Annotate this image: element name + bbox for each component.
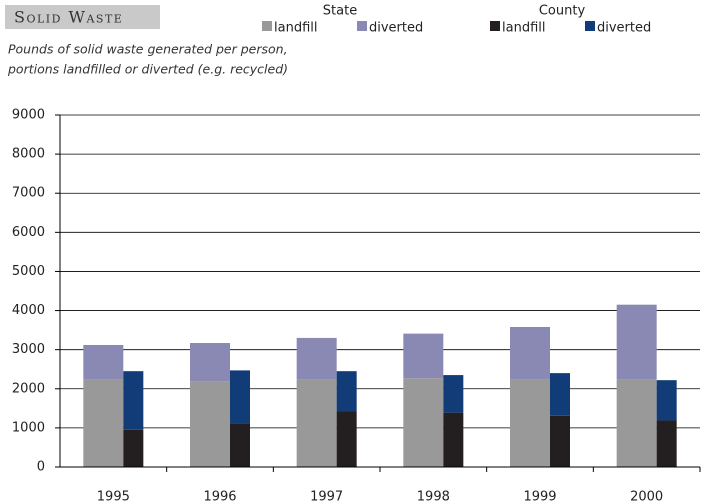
legend-swatch xyxy=(585,21,595,31)
legend-label: landfill xyxy=(502,21,545,36)
y-tick-label: 7000 xyxy=(12,186,45,201)
legend-group-title: State xyxy=(323,4,357,19)
bar-segment xyxy=(336,411,357,467)
bar-segment xyxy=(336,371,357,412)
subtitle: portions landfilled or diverted (e.g. re… xyxy=(7,62,288,77)
x-tick-label: 1998 xyxy=(417,490,450,504)
bar-segment xyxy=(296,379,337,467)
bar-segment xyxy=(230,370,250,424)
bar-segment xyxy=(123,371,144,430)
bar-segment xyxy=(230,423,250,467)
bar-segment xyxy=(190,381,230,467)
y-tick-label: 4000 xyxy=(12,303,45,318)
subtitle: Pounds of solid waste generated per pers… xyxy=(8,42,288,57)
bar-segment xyxy=(550,373,570,416)
bar-segment xyxy=(83,344,124,380)
chart-title: Solid Waste xyxy=(14,8,123,27)
x-tick-label: 1996 xyxy=(203,490,236,504)
legend-swatch xyxy=(357,21,367,31)
bar-segment xyxy=(656,380,677,421)
x-tick-label: 1999 xyxy=(523,490,556,504)
bar-segment xyxy=(443,412,464,467)
x-tick-label: 1995 xyxy=(97,490,130,504)
y-tick-label: 9000 xyxy=(12,108,45,123)
y-tick-label: 3000 xyxy=(12,342,45,357)
bar-segment xyxy=(510,379,550,467)
bar-segment xyxy=(403,378,444,467)
x-tick-label: 1997 xyxy=(310,490,343,504)
bar-segment xyxy=(510,326,550,380)
x-tick-label: 2000 xyxy=(630,490,663,504)
bar-segment xyxy=(123,429,144,467)
legend-group-title: County xyxy=(539,4,586,19)
y-tick-label: 0 xyxy=(37,460,45,475)
bar-segment xyxy=(550,415,570,467)
bar-segment xyxy=(403,333,444,379)
legend-label: diverted xyxy=(597,21,651,36)
y-tick-label: 6000 xyxy=(12,225,45,240)
bar-segment xyxy=(296,337,337,380)
bar-segment xyxy=(656,420,677,467)
bar-segment xyxy=(616,379,657,467)
bar-segment xyxy=(616,304,657,380)
y-tick-label: 5000 xyxy=(12,264,45,279)
y-tick-label: 1000 xyxy=(12,420,45,435)
legend-label: landfill xyxy=(274,21,317,36)
bar-segment xyxy=(190,343,230,382)
legend-swatch xyxy=(262,21,272,31)
title-box xyxy=(5,5,160,29)
bar-segment xyxy=(443,375,464,413)
y-tick-label: 8000 xyxy=(12,147,45,162)
legend-swatch xyxy=(490,21,500,31)
legend-label: diverted xyxy=(369,21,423,36)
bar-segment xyxy=(83,379,124,467)
y-tick-label: 2000 xyxy=(12,381,45,396)
